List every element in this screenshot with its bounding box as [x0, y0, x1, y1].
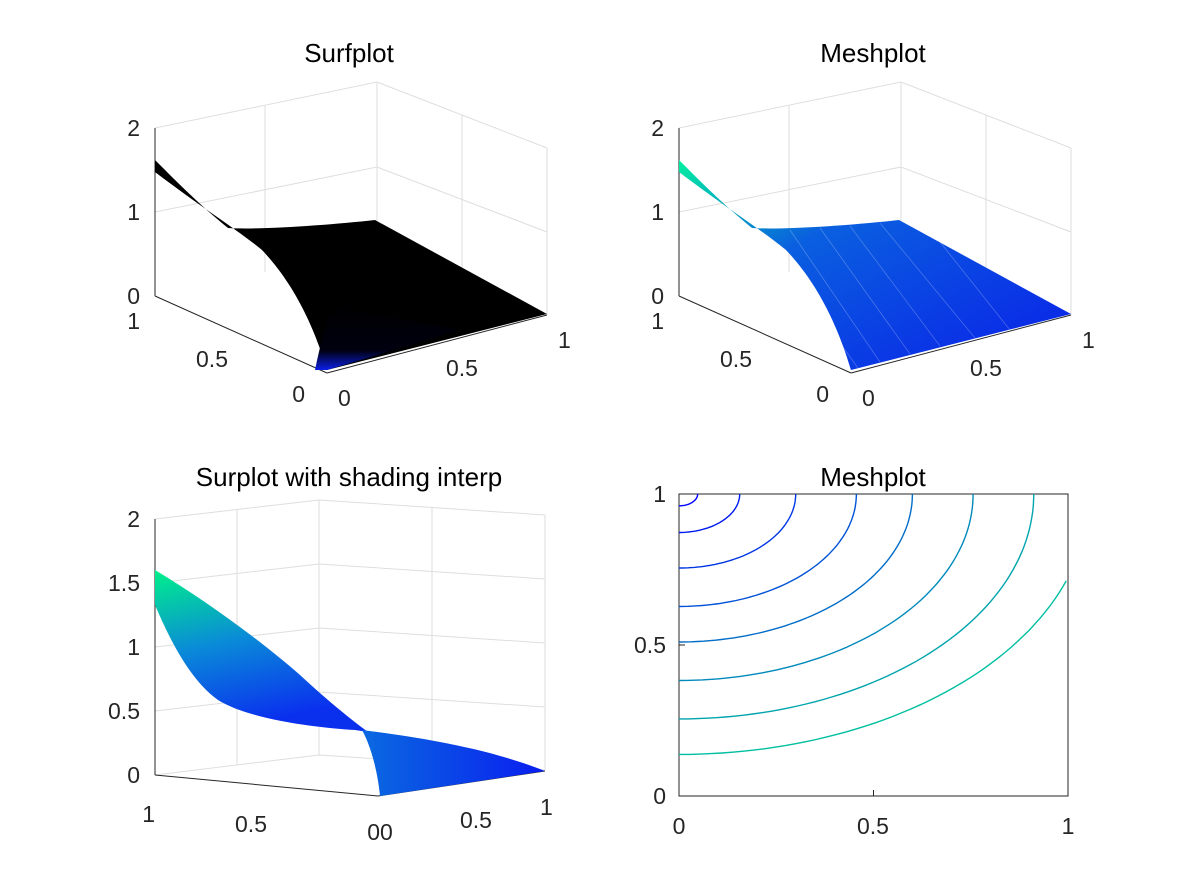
chart-title: Meshplot — [820, 38, 926, 68]
mesh-lines — [759, 222, 1011, 369]
left-axis-ticks: 0 0.5 1 — [127, 308, 305, 407]
x-tick: 1 — [1062, 813, 1075, 839]
left-tick: 0.5 — [196, 346, 228, 372]
x-axis-ticks: 0 0.5 1 — [673, 790, 1075, 839]
left-tick: 0.5 — [235, 811, 267, 837]
z-tick: 2 — [127, 506, 140, 532]
plot-area — [678, 493, 1069, 797]
right-tick: 0 — [862, 385, 875, 411]
right-tick: 1 — [558, 327, 571, 353]
panel-surfplot: Surfplot 0 1 2 0 0.5 1 0 0.5 — [127, 38, 571, 411]
chart-title: Surplot with shading interp — [196, 462, 502, 492]
panel-contour: Meshplot 0 0.5 1 0 0.5 1 — [634, 462, 1074, 839]
chart-title: Surfplot — [304, 38, 394, 68]
contour-line — [679, 493, 1035, 720]
z-tick: 0 — [127, 762, 140, 788]
z-tick: 0 — [651, 283, 664, 309]
z-tick: 2 — [127, 115, 140, 141]
z-tick: 1 — [127, 199, 140, 225]
contour-line — [679, 494, 699, 507]
surface-interp-right — [362, 730, 545, 796]
contour-line — [678, 493, 974, 682]
left-tick: 0 — [816, 381, 829, 407]
z-tick: 0.5 — [108, 698, 140, 724]
z-tick: 1.5 — [108, 570, 140, 596]
grid-back-walls — [154, 81, 548, 315]
left-tick: 1 — [127, 308, 140, 334]
right-tick: 0.5 — [460, 807, 492, 833]
z-tick: 1 — [127, 634, 140, 660]
contour-line — [678, 493, 858, 608]
z-axis-ticks: 0 1 2 — [127, 115, 140, 309]
z-tick: 0 — [127, 283, 140, 309]
surface-interp-left — [155, 570, 368, 732]
y-axis-ticks: 0 0.5 1 — [634, 481, 685, 809]
right-axis-ticks: 0 0.5 1 — [338, 327, 571, 411]
x-tick: 0.5 — [857, 813, 889, 839]
y-tick: 0.5 — [634, 632, 666, 658]
z-tick: 2 — [651, 115, 664, 141]
contour-line — [679, 580, 1067, 756]
y-tick: 0 — [653, 783, 666, 809]
z-tick: 1 — [651, 199, 664, 225]
mesh-surface — [679, 160, 1071, 370]
right-axis-ticks: 0 0.5 1 — [380, 794, 553, 845]
right-tick: 0 — [380, 819, 393, 845]
right-tick: 1 — [1082, 327, 1095, 353]
contour-line — [678, 493, 914, 643]
y-tick: 1 — [653, 481, 666, 507]
panel-surfplot-interp: Surplot with shading interp 0 0.5 1 1.5 … — [108, 462, 553, 845]
right-axis-ticks: 0 0.5 1 — [862, 327, 1095, 411]
axes-lines — [154, 128, 548, 374]
right-tick: 0.5 — [970, 355, 1002, 381]
chart-title: Meshplot — [820, 462, 926, 492]
contour-lines — [678, 493, 1067, 756]
left-tick: 0 — [367, 819, 380, 845]
x-tick: 0 — [673, 813, 686, 839]
z-axis-ticks: 0 0.5 1 1.5 2 — [108, 506, 140, 788]
contour-line — [679, 494, 797, 569]
left-tick: 1 — [651, 308, 664, 334]
left-tick: 1 — [142, 801, 155, 827]
right-tick: 1 — [540, 794, 553, 820]
contour-line — [679, 494, 741, 534]
surface-black — [155, 160, 547, 370]
axes-lines — [678, 128, 1072, 374]
left-tick: 0.5 — [720, 346, 752, 372]
right-tick: 0.5 — [446, 355, 478, 381]
left-tick: 0 — [292, 381, 305, 407]
left-axis-ticks: 0 0.5 1 — [142, 801, 380, 845]
surface-bottom-blue — [315, 305, 460, 370]
z-axis-ticks: 0 1 2 — [651, 115, 664, 309]
left-axis-ticks: 0 0.5 1 — [651, 308, 829, 407]
right-tick: 0 — [338, 385, 351, 411]
panel-meshplot: Meshplot 0 1 2 0 — [651, 38, 1095, 411]
